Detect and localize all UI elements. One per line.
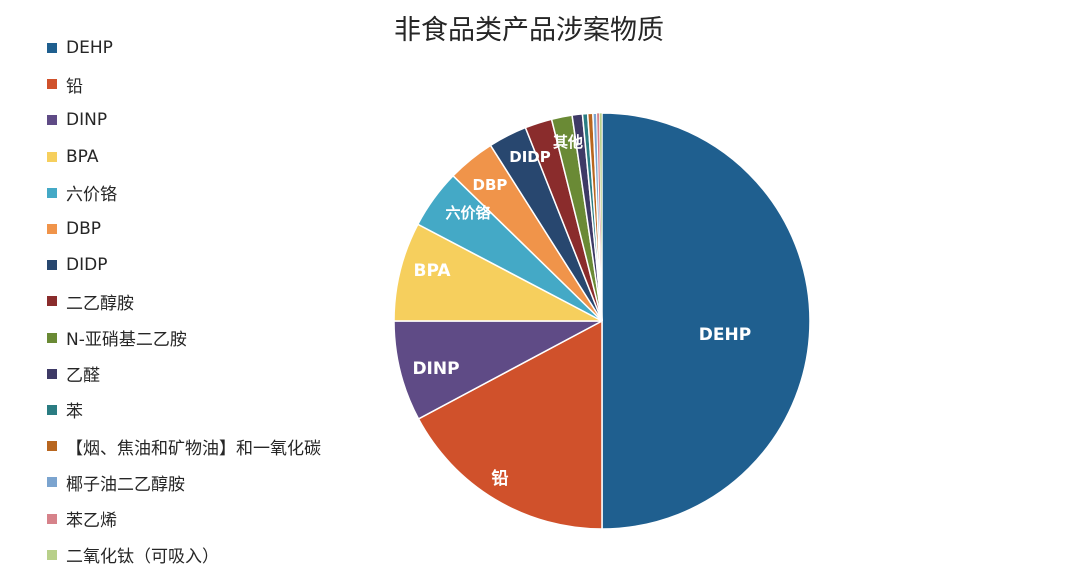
legend-item: 二氧化钛（可吸入） — [47, 537, 321, 573]
pie-slices — [393, 112, 811, 530]
legend-label: 椰子油二乙醇胺 — [66, 474, 185, 495]
legend-item: N-亚硝基二乙胺 — [47, 320, 321, 356]
other-label: 其他 — [553, 133, 583, 151]
legend-swatch — [47, 404, 57, 415]
pie-slice — [417, 319, 603, 530]
legend-label: 铅 — [66, 76, 83, 97]
slice-label: 六价铬 — [445, 204, 491, 222]
slice-label: BPA — [413, 261, 451, 281]
legend-label: 苯 — [66, 402, 83, 423]
legend-swatch — [47, 368, 57, 379]
legend-label: 二氧化钛（可吸入） — [66, 547, 219, 568]
legend-swatch — [47, 79, 57, 90]
legend-swatch — [47, 260, 57, 271]
pie-slice — [393, 223, 603, 322]
slice-label: 铅 — [492, 468, 509, 489]
legend-item: 苯 — [47, 392, 321, 428]
legend-item: DBP — [47, 211, 321, 247]
legend-swatch — [47, 187, 57, 198]
pie-slice — [599, 112, 603, 322]
legend-swatch — [47, 224, 57, 235]
legend-label: DEHP — [66, 38, 113, 59]
legend-item: DINP — [47, 102, 321, 138]
slice-label: DINP — [412, 359, 459, 379]
legend-item: 椰子油二乙醇胺 — [47, 464, 321, 500]
legend-label: 【烟、焦油和矿物油】和一氧化碳 — [66, 438, 321, 459]
legend-swatch — [47, 43, 57, 54]
pie-slice — [601, 112, 811, 530]
legend-label: 二乙醇胺 — [66, 293, 134, 314]
legend-swatch — [47, 549, 57, 560]
legend-swatch — [47, 332, 57, 343]
legend-label: 乙醛 — [66, 366, 100, 387]
legend-label: DINP — [66, 110, 108, 131]
legend-item: 乙醛 — [47, 356, 321, 392]
legend-swatch — [47, 477, 57, 488]
legend-label: 六价铬 — [66, 185, 117, 206]
slice-label: DBP — [473, 176, 508, 194]
legend-swatch — [47, 296, 57, 307]
legend-swatch — [47, 115, 57, 126]
chart-title: 非食品类产品涉案物质 — [0, 8, 1066, 47]
pie-slice — [393, 320, 603, 420]
legend-item: 六价铬 — [47, 175, 321, 211]
legend-swatch — [47, 151, 57, 162]
slice-label: DEHP — [699, 325, 751, 345]
legend-item: DEHP — [47, 30, 321, 66]
legend-item: 铅 — [47, 66, 321, 102]
legend-item: BPA — [47, 139, 321, 175]
legend-swatch — [47, 513, 57, 524]
legend-label: 苯乙烯 — [66, 511, 117, 532]
legend-label: DBP — [66, 219, 102, 240]
legend: DEHP 铅 DINP BPA 六价铬 DBP DIDP 二乙醇胺 N-亚硝基二乙胺 乙醛苯【烟、… — [47, 30, 321, 573]
legend-swatch — [47, 441, 57, 452]
legend-item: 苯乙烯 — [47, 500, 321, 536]
legend-item: 【烟、焦油和矿物油】和一氧化碳 — [47, 428, 321, 464]
chart-title-text: 非食品类产品涉案物质 — [394, 15, 664, 46]
legend-item: DIDP — [47, 247, 321, 283]
legend-label: DIDP — [66, 255, 108, 276]
legend-item: 二乙醇胺 — [47, 283, 321, 319]
legend-label: N-亚硝基二乙胺 — [66, 330, 187, 351]
legend-label: BPA — [66, 146, 99, 167]
slice-label: DIDP — [509, 148, 550, 166]
